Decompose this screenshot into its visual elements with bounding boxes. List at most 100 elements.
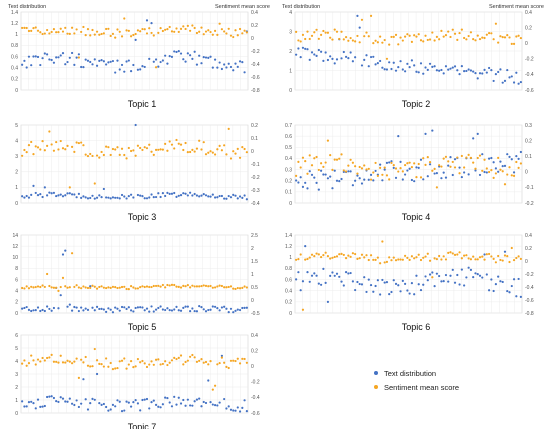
point-text-distribution	[143, 65, 146, 69]
point-text-distribution	[385, 68, 389, 71]
point-text-distribution	[152, 60, 155, 63]
point-sentiment	[118, 153, 121, 156]
point-sentiment	[116, 28, 119, 31]
point-text-distribution	[36, 398, 40, 401]
point-text-distribution	[59, 396, 62, 399]
point-sentiment	[123, 17, 126, 20]
point-text-distribution	[338, 180, 341, 183]
right-tick-label: -0.8	[251, 88, 260, 94]
left-tick-label: 1.2	[285, 244, 292, 250]
point-sentiment	[243, 29, 246, 32]
point-sentiment	[225, 365, 228, 369]
point-sentiment	[179, 286, 183, 289]
point-sentiment	[365, 254, 368, 257]
point-text-distribution	[202, 308, 205, 311]
point-text-distribution	[105, 63, 108, 66]
point-sentiment	[308, 256, 311, 259]
point-sentiment	[506, 255, 509, 258]
point-text-distribution	[59, 54, 62, 57]
point-sentiment	[111, 147, 115, 151]
point-sentiment	[344, 36, 348, 39]
point-sentiment	[91, 154, 94, 158]
point-text-distribution	[245, 306, 248, 309]
right-tick-label: 1	[251, 272, 254, 278]
left-tick-label: 0.3	[285, 167, 292, 173]
point-sentiment	[347, 39, 350, 42]
point-text-distribution	[229, 196, 233, 199]
point-sentiment	[478, 37, 482, 41]
point-text-distribution	[179, 193, 183, 197]
point-sentiment	[415, 175, 418, 179]
point-text-distribution	[61, 397, 65, 400]
point-text-distribution	[413, 180, 416, 183]
point-text-distribution	[145, 307, 149, 310]
point-sentiment	[166, 283, 169, 287]
left-tick-label: 0.4	[285, 156, 292, 162]
point-sentiment	[225, 153, 228, 156]
left-tick-label: 0	[289, 88, 292, 94]
point-text-distribution	[494, 167, 497, 170]
point-sentiment	[499, 35, 502, 38]
point-sentiment	[98, 362, 101, 365]
point-text-distribution	[218, 61, 221, 64]
point-text-distribution	[295, 179, 298, 182]
point-sentiment	[492, 38, 495, 41]
point-text-distribution	[340, 57, 343, 60]
point-text-distribution	[46, 395, 49, 399]
point-text-distribution	[48, 395, 51, 398]
point-text-distribution	[213, 305, 217, 308]
point-sentiment	[338, 253, 341, 256]
point-sentiment	[508, 36, 511, 39]
point-text-distribution	[154, 308, 158, 311]
point-text-distribution	[506, 153, 509, 156]
point-sentiment	[243, 147, 246, 151]
point-text-distribution	[120, 63, 124, 67]
point-text-distribution	[68, 397, 71, 400]
point-text-distribution	[116, 399, 119, 402]
left-tick-label: 0	[15, 201, 18, 207]
point-sentiment	[161, 362, 164, 366]
point-text-distribution	[492, 161, 495, 164]
point-text-distribution	[216, 404, 219, 407]
point-sentiment	[150, 31, 153, 35]
point-sentiment	[349, 158, 352, 161]
point-sentiment	[426, 38, 429, 42]
point-text-distribution	[320, 50, 323, 53]
point-text-distribution	[469, 69, 473, 72]
point-sentiment	[497, 254, 500, 258]
point-sentiment	[506, 33, 509, 37]
point-text-distribution	[166, 62, 169, 65]
point-sentiment	[134, 365, 137, 368]
point-text-distribution	[95, 372, 99, 376]
point-text-distribution	[449, 156, 452, 159]
point-text-distribution	[360, 283, 364, 286]
point-text-distribution	[184, 305, 187, 308]
y-axis-label-right: Sentiment mean score	[215, 4, 270, 10]
point-text-distribution	[61, 253, 65, 256]
point-sentiment	[157, 148, 160, 151]
point-text-distribution	[50, 58, 53, 62]
point-text-distribution	[193, 192, 196, 196]
point-sentiment	[148, 27, 151, 30]
right-tick-label: -0.8	[525, 311, 534, 317]
point-text-distribution	[159, 195, 162, 199]
point-text-distribution	[86, 408, 90, 411]
point-sentiment	[114, 36, 117, 39]
point-text-distribution	[168, 55, 171, 58]
point-sentiment	[340, 153, 343, 156]
point-text-distribution	[154, 403, 158, 406]
point-sentiment	[164, 28, 167, 31]
point-text-distribution	[297, 181, 300, 184]
point-text-distribution	[394, 282, 398, 285]
point-sentiment	[213, 29, 217, 32]
point-text-distribution	[204, 310, 208, 313]
point-sentiment	[166, 28, 169, 31]
left-tick-label: 0.7	[285, 123, 292, 129]
point-text-distribution	[243, 399, 246, 402]
point-sentiment	[125, 29, 128, 32]
point-text-distribution	[424, 275, 427, 278]
point-sentiment	[449, 35, 452, 39]
point-text-distribution	[483, 253, 486, 256]
point-text-distribution	[84, 58, 87, 61]
point-sentiment	[170, 359, 174, 362]
